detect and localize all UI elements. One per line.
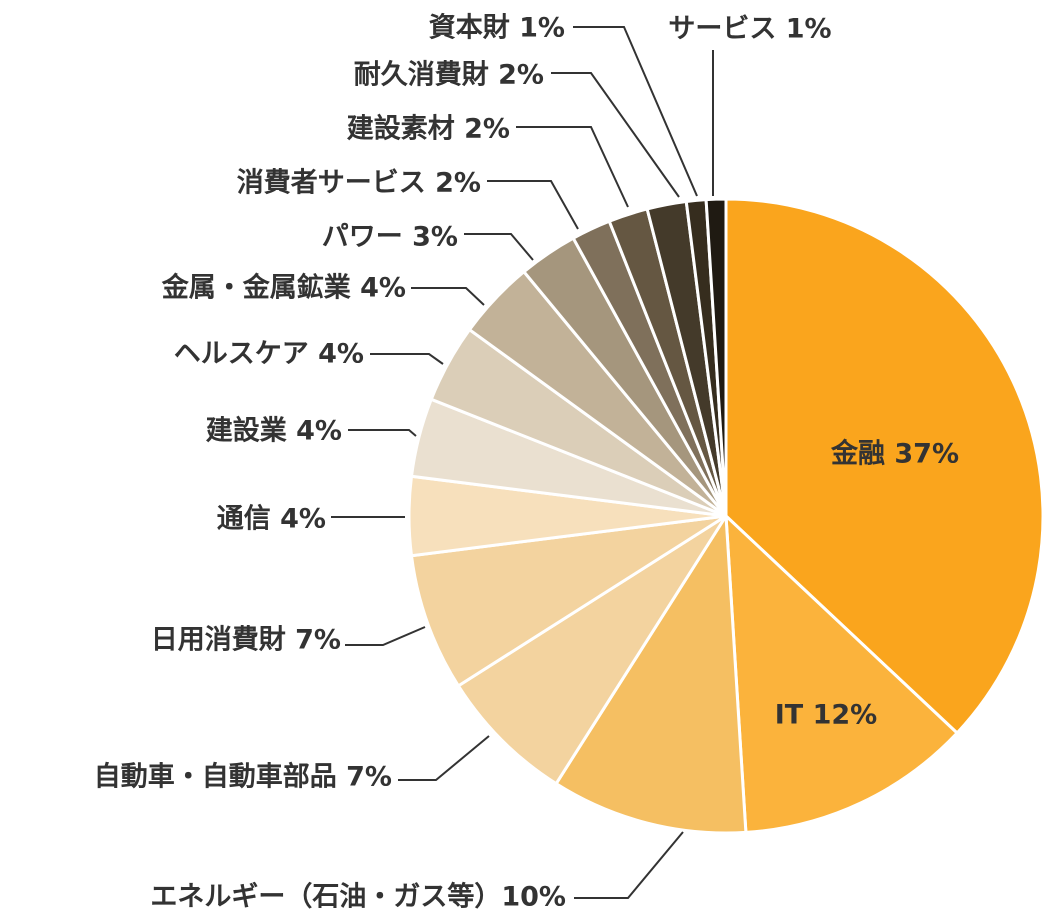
leader-line [516,126,629,208]
slice-label: サービス 1% [668,14,831,45]
pie-slice [704,197,728,517]
pie-slice [554,511,748,835]
slice-label: 自動車・自動車部品 7% [94,761,392,793]
leader-lines [331,26,714,899]
slice-label: 建設素材 2% [347,113,510,145]
pie-slice [724,512,960,834]
leader-line [345,626,426,646]
pie-slice [456,514,728,786]
slice-label: 建設業 4% [206,415,342,447]
leader-line [574,831,684,899]
leader-line [464,233,534,261]
slice-label: 資本財 1% [429,13,565,44]
slice-label: パワー 3% [322,222,458,253]
leader-line [348,429,417,437]
leader-line [411,287,485,306]
slice-label: 通信 4% [217,504,326,535]
pie-slice [409,514,727,688]
slice-labels: 金融 37% IT 12% エネルギー（石油・ガス等）10% 自動車・自動車部品 7%… [94,13,959,913]
leader-line [573,26,698,197]
leader-line [370,353,444,365]
leader-line [487,180,579,230]
slice-label: ヘルスケア 4% [174,339,364,370]
slice-label: 耐久消費財 2% [354,60,544,91]
slice-label: 金属・金属鉱業 4% [161,272,406,304]
slice-label: IT 12% [775,700,878,731]
slice-label: 日用消費財 7% [151,625,341,656]
slice-label: 消費者サービス 2% [237,168,481,199]
pie-slices [407,197,1045,835]
leader-line [551,72,680,198]
leader-line [398,735,490,781]
pie-slice [724,197,1045,736]
slice-label: エネルギー（石油・ガス等）10% [150,881,566,913]
slice-label: 金融 37% [830,438,959,470]
